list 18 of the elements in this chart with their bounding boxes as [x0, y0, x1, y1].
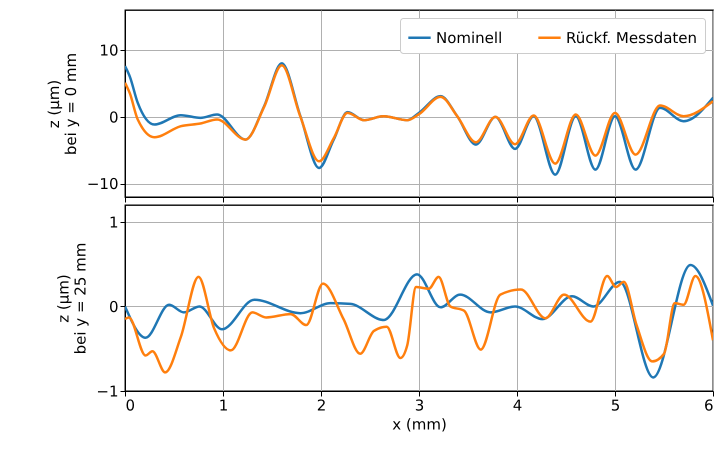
y-tick-label: 1	[108, 213, 118, 232]
y-axis-title: z (µm) bei y = 0 mm	[44, 52, 80, 156]
y-tick-label: 10	[99, 42, 118, 60]
y-tick-label: −10	[86, 175, 118, 194]
y-axis-title: z (µm) bei y = 25 mm	[54, 242, 90, 354]
x-axis-title: x (mm)	[392, 416, 447, 434]
y-tick-label: 0	[108, 108, 118, 126]
x-tick-label: 5	[610, 396, 620, 414]
x-tick-label: 0	[126, 396, 136, 414]
x-tick-label: 3	[414, 396, 424, 414]
x-tick-label: 2	[316, 396, 326, 414]
x-tick-label: 1	[218, 396, 228, 414]
y-tick-label: −1	[96, 382, 118, 400]
legend-label: Rückf. Messdaten	[566, 28, 698, 47]
x-tick-label: 4	[512, 396, 522, 414]
x-tick-label: 6	[704, 396, 714, 414]
y-tick-label: 0	[108, 298, 118, 316]
legend-label: Nominell	[436, 28, 502, 47]
